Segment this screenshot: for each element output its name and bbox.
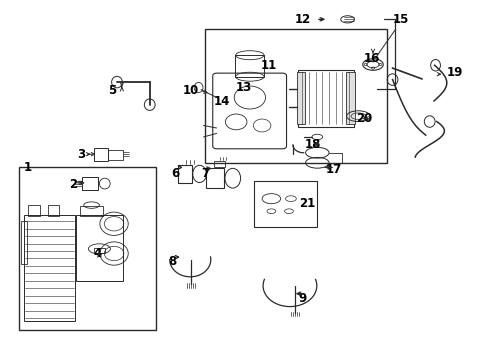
Text: 20: 20 [357, 112, 373, 125]
Bar [82, 177, 98, 190]
Bar [254, 181, 318, 227]
Bar [94, 248, 105, 253]
Bar [177, 165, 192, 183]
Text: 17: 17 [326, 163, 342, 176]
Bar [76, 215, 123, 281]
Text: 1: 1 [24, 161, 32, 174]
Text: 14: 14 [213, 95, 230, 108]
Bar [296, 72, 305, 124]
Bar [28, 205, 40, 216]
Bar [19, 167, 156, 330]
Bar [214, 161, 225, 167]
Bar [346, 72, 355, 124]
Bar [297, 69, 354, 127]
Text: 15: 15 [392, 13, 409, 26]
Text: 19: 19 [446, 66, 463, 79]
Bar [48, 205, 59, 216]
Bar [205, 30, 387, 163]
Text: 21: 21 [299, 197, 316, 210]
Text: 11: 11 [260, 59, 276, 72]
Text: 9: 9 [298, 292, 307, 305]
Text: 4: 4 [93, 247, 101, 260]
Text: 5: 5 [108, 84, 116, 97]
Bar [80, 206, 103, 216]
Text: 16: 16 [364, 51, 380, 64]
Text: 12: 12 [294, 13, 311, 26]
Text: 2: 2 [69, 178, 77, 191]
Text: 13: 13 [236, 81, 252, 94]
Text: 3: 3 [77, 148, 85, 161]
Bar [94, 148, 108, 161]
Text: 18: 18 [304, 138, 320, 151]
Bar [235, 55, 264, 77]
Text: 10: 10 [183, 84, 199, 97]
Bar [108, 149, 123, 159]
Text: 6: 6 [172, 167, 180, 180]
Bar [206, 168, 224, 188]
Bar [21, 221, 27, 264]
Text: 8: 8 [169, 255, 177, 268]
Bar [24, 215, 75, 320]
Text: 7: 7 [201, 167, 209, 180]
